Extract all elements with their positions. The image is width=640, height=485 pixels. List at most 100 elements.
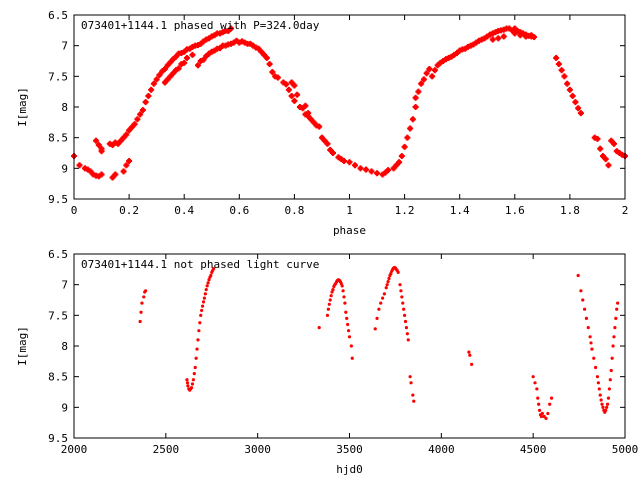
phased-data-point — [431, 67, 438, 74]
unphased-data-point — [350, 356, 354, 360]
unphased-data-point — [343, 301, 347, 305]
phased-data-point — [390, 165, 397, 172]
phased-data-point — [175, 65, 182, 72]
phased-axis-ticks: 0 0.2 0.4 0.6 0.8 1 1.2 1.4 1.6 1.8 2 6.5 7 7.5 8 8.5 9 9… — [48, 9, 628, 217]
unphased-data-point — [205, 284, 209, 288]
phased-data-point — [167, 59, 174, 66]
phased-x-axis-label: phase — [333, 224, 366, 237]
phased-data-point — [310, 119, 317, 126]
unphased-data-point — [185, 378, 189, 382]
unphased-data-point — [201, 300, 206, 304]
phased-data-point — [316, 123, 323, 130]
unphased-data-point — [535, 387, 539, 391]
unphased-light-curve-panel: 2000 2500 3000 3500 4000 4500 5000 6.5 7 7.5 8 8.5 9… — [16, 248, 638, 476]
unphased-data-point — [605, 405, 609, 409]
phased-data-point — [93, 137, 100, 144]
phased-data-point — [305, 110, 312, 117]
unphased-data-point — [344, 310, 348, 314]
phased-data-point — [412, 104, 419, 110]
phased-data-point — [117, 137, 124, 144]
unphased-data-point — [586, 326, 590, 330]
unphased-data-point — [598, 393, 602, 397]
unphased-data-point — [349, 344, 353, 348]
phased-y-tick-label: 8.5 — [48, 132, 68, 145]
unphased-data-point — [211, 267, 216, 271]
unphased-data-point — [347, 335, 352, 339]
phased-data-point — [511, 30, 518, 37]
phased-data-point — [566, 86, 573, 93]
phased-y-tick-label: 7 — [61, 40, 68, 53]
unphased-y-tick-label: 9 — [61, 401, 68, 414]
phased-data-point — [489, 36, 496, 43]
unphased-data-point — [582, 307, 587, 311]
phased-data-point — [142, 99, 149, 106]
phased-y-axis-label: I[mag] — [16, 87, 29, 127]
unphased-data-point — [379, 301, 383, 305]
phased-data-point — [167, 73, 174, 80]
unphased-x-axis-label: hjd0 — [336, 463, 363, 476]
phased-x-tick-label: 2 — [622, 204, 629, 217]
unphased-data-point — [193, 365, 197, 370]
phased-x-tick-label: 0.8 — [284, 204, 304, 217]
unphased-data-point — [612, 335, 616, 339]
unphased-x-tick-label: 5000 — [612, 443, 639, 456]
phased-data-point — [274, 74, 281, 81]
phased-data-point — [145, 92, 152, 99]
phased-data-point — [575, 105, 582, 112]
unphased-data-point — [317, 326, 321, 330]
unphased-data-point — [597, 387, 601, 391]
phased-data-point — [200, 56, 207, 63]
phased-data-point — [285, 86, 292, 93]
unphased-data-point — [202, 296, 207, 300]
phased-data-point — [426, 65, 433, 72]
phased-data-point — [318, 134, 325, 141]
unphased-data-point — [548, 402, 552, 406]
unphased-data-point — [537, 408, 542, 412]
phased-data-point — [181, 59, 188, 66]
unphased-data-point — [589, 341, 593, 345]
unphased-data-point — [375, 316, 379, 320]
unphased-data-point — [387, 276, 391, 281]
unphased-data-point — [142, 295, 146, 299]
unphased-data-point — [403, 313, 407, 317]
phased-data-point — [412, 94, 419, 101]
phased-data-point — [266, 61, 273, 68]
unphased-data-point — [139, 310, 143, 314]
unphased-data-point — [400, 295, 404, 299]
phased-data-point — [599, 153, 606, 160]
unphased-data-point — [346, 322, 350, 327]
unphased-x-tick-label: 3500 — [336, 443, 363, 456]
phased-data-point — [76, 162, 83, 169]
phased-data-point — [164, 76, 171, 83]
phased-data-point — [123, 162, 130, 169]
unphased-data-point — [138, 319, 142, 324]
phased-data-point — [307, 116, 314, 123]
unphased-data-point — [186, 384, 190, 388]
unphased-data-point — [608, 378, 612, 382]
unphased-data-point — [196, 338, 200, 342]
phased-data-point — [610, 140, 617, 147]
phased-data-point — [558, 67, 565, 74]
unphased-data-point — [339, 281, 343, 286]
unphased-data-point — [346, 329, 351, 333]
unphased-data-point — [329, 294, 333, 298]
phased-data-point — [321, 137, 328, 144]
unphased-data-point — [195, 347, 199, 351]
phased-data-point — [189, 51, 196, 58]
unphased-y-tick-label: 6.5 — [48, 248, 68, 261]
phased-data-point — [500, 33, 507, 40]
unphased-data-point — [402, 307, 406, 311]
phased-data-point — [569, 92, 576, 99]
phased-data-point — [495, 35, 502, 42]
unphased-data-point — [144, 289, 148, 293]
phased-data-point — [522, 33, 529, 40]
unphased-data-point — [605, 402, 610, 406]
unphased-data-point — [610, 356, 614, 360]
unphased-data-point — [606, 396, 611, 400]
phased-data-point — [327, 146, 334, 153]
unphased-axis-ticks: 2000 2500 3000 3500 4000 4500 5000 6.5 7 7.5 8 8.5 9… — [48, 248, 638, 456]
phased-x-tick-label: 1.2 — [395, 204, 415, 217]
unphased-data-point — [204, 287, 208, 292]
unphased-data-point — [389, 272, 393, 276]
